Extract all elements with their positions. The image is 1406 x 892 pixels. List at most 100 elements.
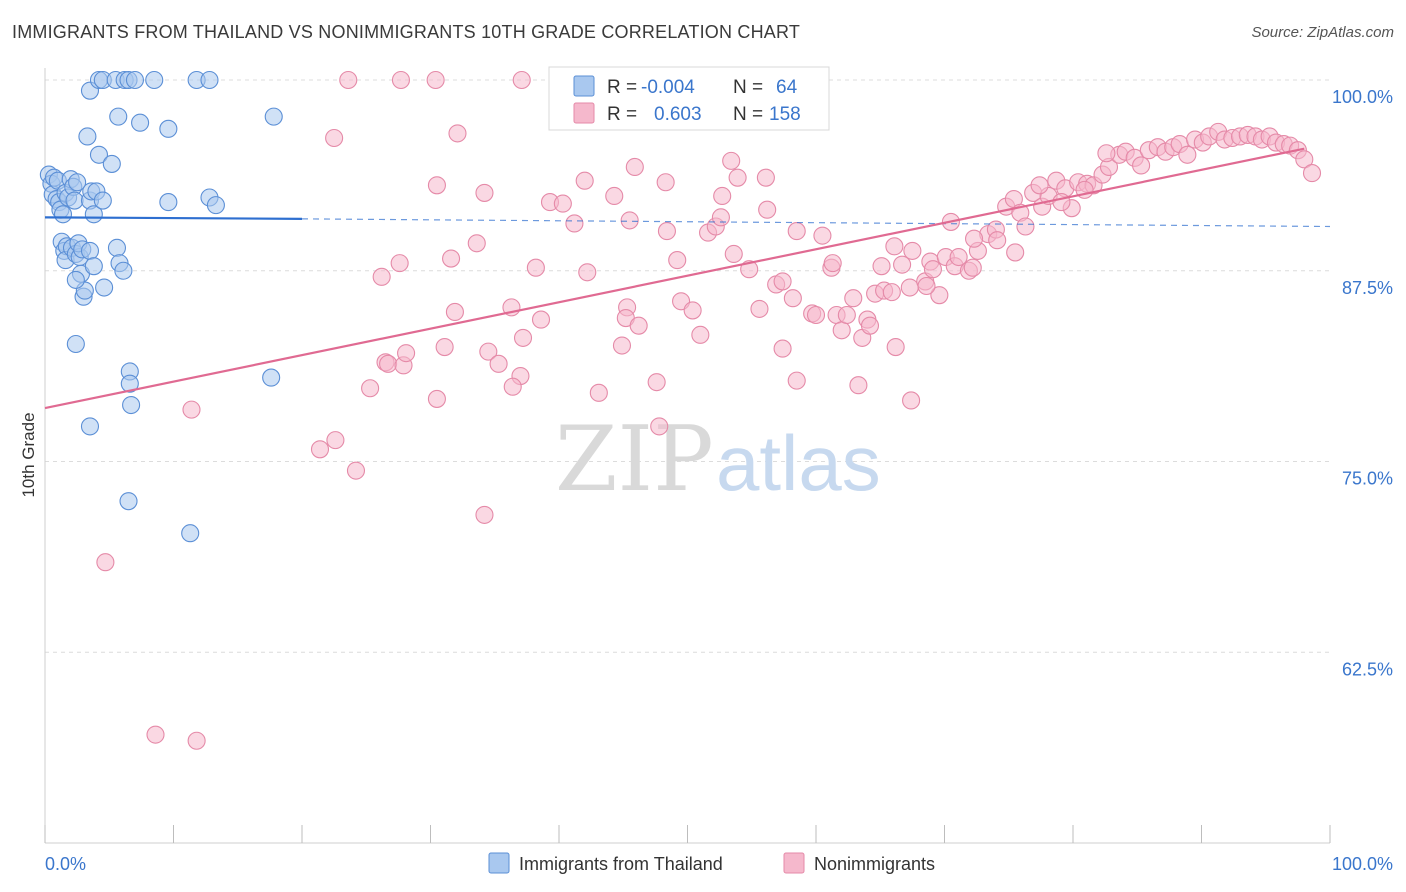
immigrants-point-55 [200, 70, 219, 90]
nonimmigrants-point-153 [965, 229, 984, 248]
nonimmigrants-point-51 [691, 325, 710, 344]
nonimmigrants-point-10 [346, 461, 366, 480]
nonimmigrants-point-26 [475, 183, 494, 202]
immigrants-point-66 [262, 368, 281, 387]
x-tick-labels: 0.0% 100.0% [45, 854, 1393, 874]
legend-label-nonimmigrants: Nonimmigrants [814, 854, 935, 874]
y-tick-label-1: 87.5% [1342, 278, 1393, 298]
nonimmigrants-point-30 [513, 328, 533, 347]
nonimmigrants-point-82 [885, 237, 904, 256]
nonimmigrants-point-81 [882, 283, 901, 302]
nonimmigrants-point-59 [750, 299, 769, 318]
nonimmigrants-point-75 [849, 376, 868, 395]
nonimmigrants-point-157 [1052, 193, 1071, 212]
immigrants-point-36 [95, 278, 114, 297]
nonimmigrants-point-138 [1295, 150, 1314, 169]
legend-swatch-pink [573, 102, 595, 124]
nonimmigrants-point-42 [620, 211, 639, 230]
y-tick-labels: 100.0% 87.5% 75.0% 62.5% [1332, 87, 1393, 679]
trend-line-immigrants [44, 216, 303, 220]
nonimmigrants-point-2 [339, 70, 358, 90]
immigrants-point-61 [120, 374, 139, 393]
nonimmigrants-point-45 [647, 373, 666, 392]
nonimmigrants-point-55 [722, 151, 741, 170]
immigrants-point-38 [107, 238, 127, 257]
nonimmigrants-point-38 [578, 263, 597, 282]
nonimmigrants-point-28 [489, 354, 508, 373]
nonimmigrants-point-54 [713, 186, 732, 206]
nonimmigrants-point-0 [146, 725, 165, 744]
series-immigrants-points [39, 70, 283, 543]
chart-title: IMMIGRANTS FROM THAILAND VS NONIMMIGRANT… [12, 22, 801, 42]
nonimmigrants-point-44 [629, 316, 648, 335]
immigrants-point-37 [102, 154, 121, 173]
nonimmigrants-point-147 [813, 226, 832, 245]
nonimmigrants-point-94 [963, 258, 982, 277]
immigrants-point-8 [53, 205, 73, 224]
nonimmigrants-point-24 [448, 124, 467, 143]
nonimmigrants-point-142 [589, 383, 608, 402]
nonimmigrants-point-141 [503, 377, 522, 396]
nonimmigrants-point-84 [900, 278, 919, 297]
nonimmigrants-point-85 [903, 241, 922, 260]
nonimmigrants-point-9 [326, 431, 345, 450]
nonimmigrants-point-73 [837, 305, 856, 325]
immigrants-point-58 [264, 107, 283, 126]
nonimmigrants-point-156 [1030, 176, 1049, 195]
legend-r-value-2: 0.603 [654, 104, 702, 125]
nonimmigrants-point-19 [427, 176, 446, 195]
nonimmigrants-point-4 [426, 70, 445, 90]
nonimmigrants-point-74 [844, 289, 863, 308]
nonimmigrants-point-8 [310, 440, 330, 459]
y-tick-label-3: 62.5% [1342, 659, 1393, 679]
watermark-atlas: atlas [716, 419, 881, 507]
legend-n-value-2: 158 [769, 104, 801, 125]
nonimmigrants-point-36 [565, 214, 584, 233]
trend-line-immigrants-extension [301, 218, 1331, 228]
nonimmigrants-point-64 [783, 289, 802, 308]
nonimmigrants-point-1 [187, 731, 206, 750]
legend-swatch-blue [573, 75, 595, 97]
nonimmigrants-point-46 [650, 417, 669, 436]
nonimmigrants-point-13 [372, 267, 391, 286]
y-axis-label: 10th Grade [19, 412, 38, 497]
immigrants-point-62 [122, 395, 141, 415]
nonimmigrants-point-70 [823, 254, 842, 273]
nonimmigrants-point-62 [773, 272, 792, 291]
nonimmigrants-point-33 [531, 310, 551, 329]
nonimmigrants-point-11 [361, 379, 380, 398]
nonimmigrants-point-63 [773, 339, 792, 358]
nonimmigrants-point-7 [182, 400, 201, 419]
legend-n-value-1: 64 [776, 77, 798, 98]
nonimmigrants-point-35 [553, 194, 572, 213]
nonimmigrants-point-144 [657, 222, 676, 241]
nonimmigrants-point-18 [397, 344, 416, 363]
immigrants-point-63 [80, 417, 100, 436]
nonimmigrants-point-154 [988, 231, 1007, 250]
nonimmigrants-point-150 [902, 391, 921, 410]
immigrants-point-29 [84, 257, 103, 276]
nonimmigrants-point-92 [949, 247, 968, 267]
nonimmigrants-point-48 [668, 251, 687, 270]
immigrants-point-13 [65, 191, 84, 210]
immigrants-point-34 [93, 191, 112, 210]
nonimmigrants-point-56 [724, 244, 743, 264]
nonimmigrants-point-15 [379, 354, 398, 373]
legend-n-label-2: N = [733, 104, 763, 125]
legend-r-label-2: R = [607, 104, 637, 125]
nonimmigrants-point-89 [930, 286, 949, 305]
legend-swatch-immigrants [488, 852, 510, 874]
immigrants-point-65 [181, 524, 200, 543]
immigrants-point-35 [89, 145, 109, 164]
nonimmigrants-point-88 [923, 260, 942, 279]
immigrants-point-57 [206, 196, 225, 215]
nonimmigrants-point-22 [442, 249, 461, 268]
nonimmigrants-point-20 [435, 337, 454, 357]
nonimmigrants-point-43 [625, 157, 644, 177]
nonimmigrants-point-148 [860, 316, 880, 335]
nonimmigrants-point-3 [391, 70, 410, 90]
nonimmigrants-point-23 [445, 302, 464, 322]
nonimmigrants-point-139 [1302, 164, 1322, 183]
nonimmigrants-point-122 [1178, 145, 1197, 164]
immigrants-point-14 [68, 173, 87, 192]
